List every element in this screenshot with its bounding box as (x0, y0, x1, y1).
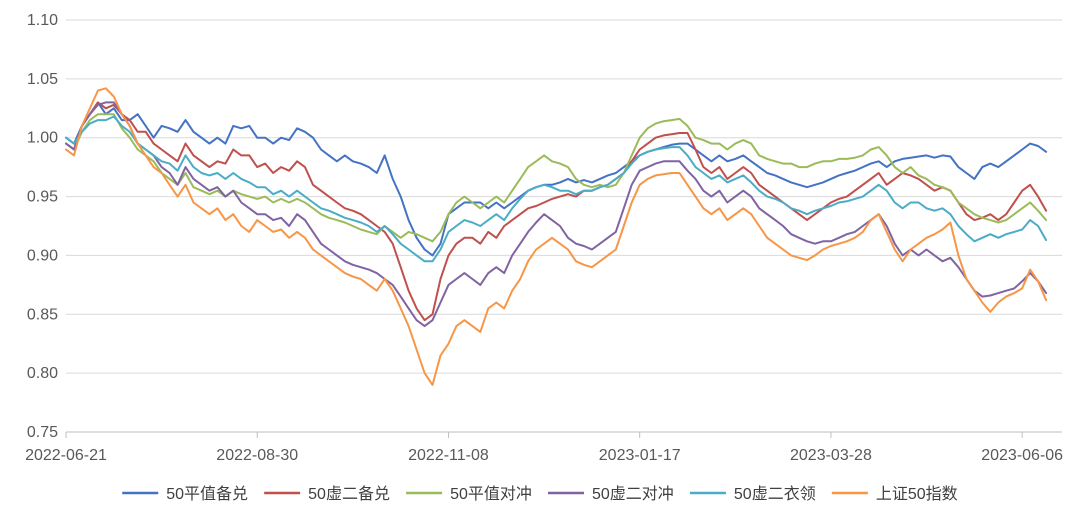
legend-item-6: 上证50指数 (831, 485, 958, 503)
legend-item-3: 50平值对冲 (406, 485, 532, 503)
legend-item-1: 50平值备兑 (122, 485, 248, 503)
series-line-5 (65, 115, 1048, 263)
series-line-2 (65, 101, 1048, 322)
legend-item-4: 50虚二对冲 (548, 485, 674, 503)
legend-label-4: 50虚二对冲 (592, 485, 674, 503)
x-tick-label-2022-08-30: 2022-08-30 (216, 447, 298, 464)
legend-label-2: 50虚二备兑 (308, 485, 390, 503)
legend-label-3: 50平值对冲 (450, 485, 532, 503)
gridlines (66, 19, 1062, 374)
y-tick-label-1.10: 1.10 (27, 12, 58, 29)
legend-label-5: 50虚二衣领 (734, 485, 816, 503)
series-line-6 (65, 87, 1048, 386)
legend-item-5: 50虚二衣领 (689, 485, 816, 503)
y-tick-label-1.00: 1.00 (27, 130, 58, 147)
x-tick-label-2022-11-08: 2022-11-08 (408, 447, 489, 464)
x-tick-label-2023-03-28: 2023-03-28 (790, 447, 872, 464)
y-tick-label-0.90: 0.90 (27, 247, 58, 264)
legend: 50平值备兑 50虚二备兑 50平值对冲 50虚二对冲 50虚二衣领 上证50指数 (122, 485, 958, 503)
x-tick-label-2022-06-21: 2022-06-21 (25, 447, 107, 464)
y-tick-label-0.95: 0.95 (27, 189, 58, 206)
y-tick-label-0.85: 0.85 (27, 306, 58, 323)
series-line-4 (65, 101, 1048, 328)
legend-item-2: 50虚二备兑 (264, 485, 390, 503)
x-tick-label-2023-06-06: 2023-06-06 (981, 447, 1063, 464)
series-lines (65, 87, 1048, 386)
x-tick-label-2023-01-17: 2023-01-17 (599, 447, 681, 464)
y-tick-label-0.75: 0.75 (27, 424, 58, 441)
series-line-1 (65, 101, 1048, 257)
legend-label-6: 上证50指数 (876, 485, 958, 503)
y-tick-label-1.05: 1.05 (27, 71, 58, 88)
legend-label-1: 50平值备兑 (166, 485, 248, 503)
y-tick-label-0.80: 0.80 (27, 365, 58, 382)
axes: 0.75 0.80 0.85 0.90 0.95 1.00 1.05 1.10 2022-06-… (25, 12, 1063, 464)
